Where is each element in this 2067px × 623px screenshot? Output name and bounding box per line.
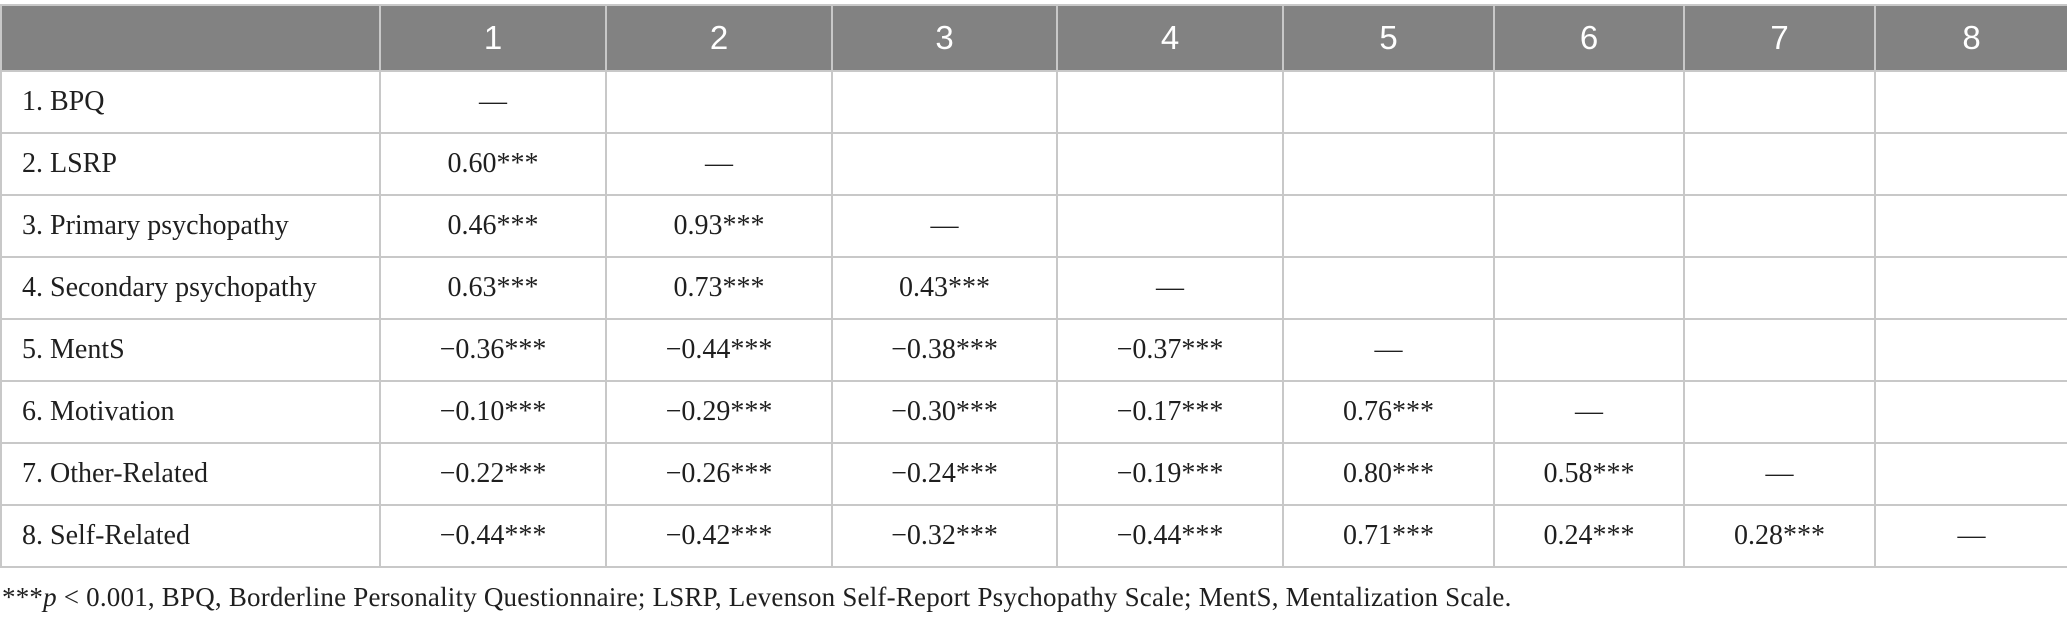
cell: −0.17*** [1056,380,1284,444]
cell [1493,194,1685,258]
table-row: 8. Self-Related −0.44*** −0.42*** −0.32*… [0,504,2067,568]
cell [1874,70,2067,134]
cell [1282,132,1495,196]
cell: −0.37*** [1056,318,1284,382]
cell: −0.36*** [379,318,607,382]
cell: 0.60*** [379,132,607,196]
column-header-6: 6 [1493,4,1685,72]
cell [1874,256,2067,320]
table-row: 7. Other-Related −0.22*** −0.26*** −0.24… [0,442,2067,506]
cell: −0.38*** [831,318,1058,382]
table-footnote: ***p < 0.001, BPQ, Borderline Personalit… [2,582,2067,613]
cell [831,132,1058,196]
cell: — [1493,380,1685,444]
cell [605,70,833,134]
cell [1874,442,2067,506]
cell: −0.10*** [379,380,607,444]
cell [1874,194,2067,258]
cell [1282,194,1495,258]
cell: 0.46*** [379,194,607,258]
footnote-text: < 0.001, BPQ, Borderline Personality Que… [56,582,1512,612]
cell: 0.76*** [1282,380,1495,444]
column-header-2: 2 [605,4,833,72]
table-row: 6. Motivation −0.10*** −0.29*** −0.30***… [0,380,2067,444]
cell: 0.71*** [1282,504,1495,568]
row-label: 6. Motivation [0,380,381,444]
cell [1683,70,1876,134]
cell [1683,318,1876,382]
row-label: 5. MentS [0,318,381,382]
table-row: 4. Secondary psychopathy 0.63*** 0.73***… [0,256,2067,320]
cell: −0.24*** [831,442,1058,506]
cell: — [831,194,1058,258]
column-header-5: 5 [1282,4,1495,72]
row-label: 4. Secondary psychopathy [0,256,381,320]
row-label: 3. Primary psychopathy [0,194,381,258]
table-row: 3. Primary psychopathy 0.46*** 0.93*** — [0,194,2067,258]
column-header-8: 8 [1874,4,2067,72]
cell: −0.30*** [831,380,1058,444]
table-row: 5. MentS −0.36*** −0.44*** −0.38*** −0.3… [0,318,2067,382]
cell [1683,194,1876,258]
column-header-7: 7 [1683,4,1876,72]
cell: 0.93*** [605,194,833,258]
cell [1493,318,1685,382]
cell: 0.28*** [1683,504,1876,568]
column-header-3: 3 [831,4,1058,72]
cell [1683,256,1876,320]
cell [1683,132,1876,196]
cell: — [1056,256,1284,320]
cell [1282,256,1495,320]
cell [831,70,1058,134]
cell: 0.58*** [1493,442,1685,506]
row-label: 2. LSRP [0,132,381,196]
p-symbol: p [43,582,57,612]
cell: 0.80*** [1282,442,1495,506]
correlation-table: 1 2 3 4 5 6 7 8 1. BPQ — [0,4,2067,568]
cell: 0.24*** [1493,504,1685,568]
corner-cell [0,4,381,72]
cell [1056,70,1284,134]
cell: 0.43*** [831,256,1058,320]
table-row: 1. BPQ — [0,70,2067,134]
row-label: 8. Self-Related [0,504,381,568]
significance-stars: *** [2,582,44,612]
cell [1493,132,1685,196]
cell: — [605,132,833,196]
cell: 0.73*** [605,256,833,320]
cell [1493,70,1685,134]
cell: — [379,70,607,134]
cell [1874,380,2067,444]
cell: −0.32*** [831,504,1058,568]
cell [1282,70,1495,134]
cell: — [1683,442,1876,506]
column-header-1: 1 [379,4,607,72]
cell [1493,256,1685,320]
cell [1683,380,1876,444]
cell: −0.19*** [1056,442,1284,506]
cell: −0.22*** [379,442,607,506]
cell [1056,132,1284,196]
cell: — [1874,504,2067,568]
cell [1874,318,2067,382]
cell: −0.44*** [1056,504,1284,568]
column-header-4: 4 [1056,4,1284,72]
row-label: 7. Other-Related [0,442,381,506]
cell: −0.42*** [605,504,833,568]
cell: −0.44*** [605,318,833,382]
cell: −0.29*** [605,380,833,444]
cell [1874,132,2067,196]
cell: −0.44*** [379,504,607,568]
table-row: 2. LSRP 0.60*** — [0,132,2067,196]
header-row: 1 2 3 4 5 6 7 8 [0,4,2067,72]
row-label: 1. BPQ [0,70,381,134]
cell: −0.26*** [605,442,833,506]
cell: — [1282,318,1495,382]
cell: 0.63*** [379,256,607,320]
cell [1056,194,1284,258]
